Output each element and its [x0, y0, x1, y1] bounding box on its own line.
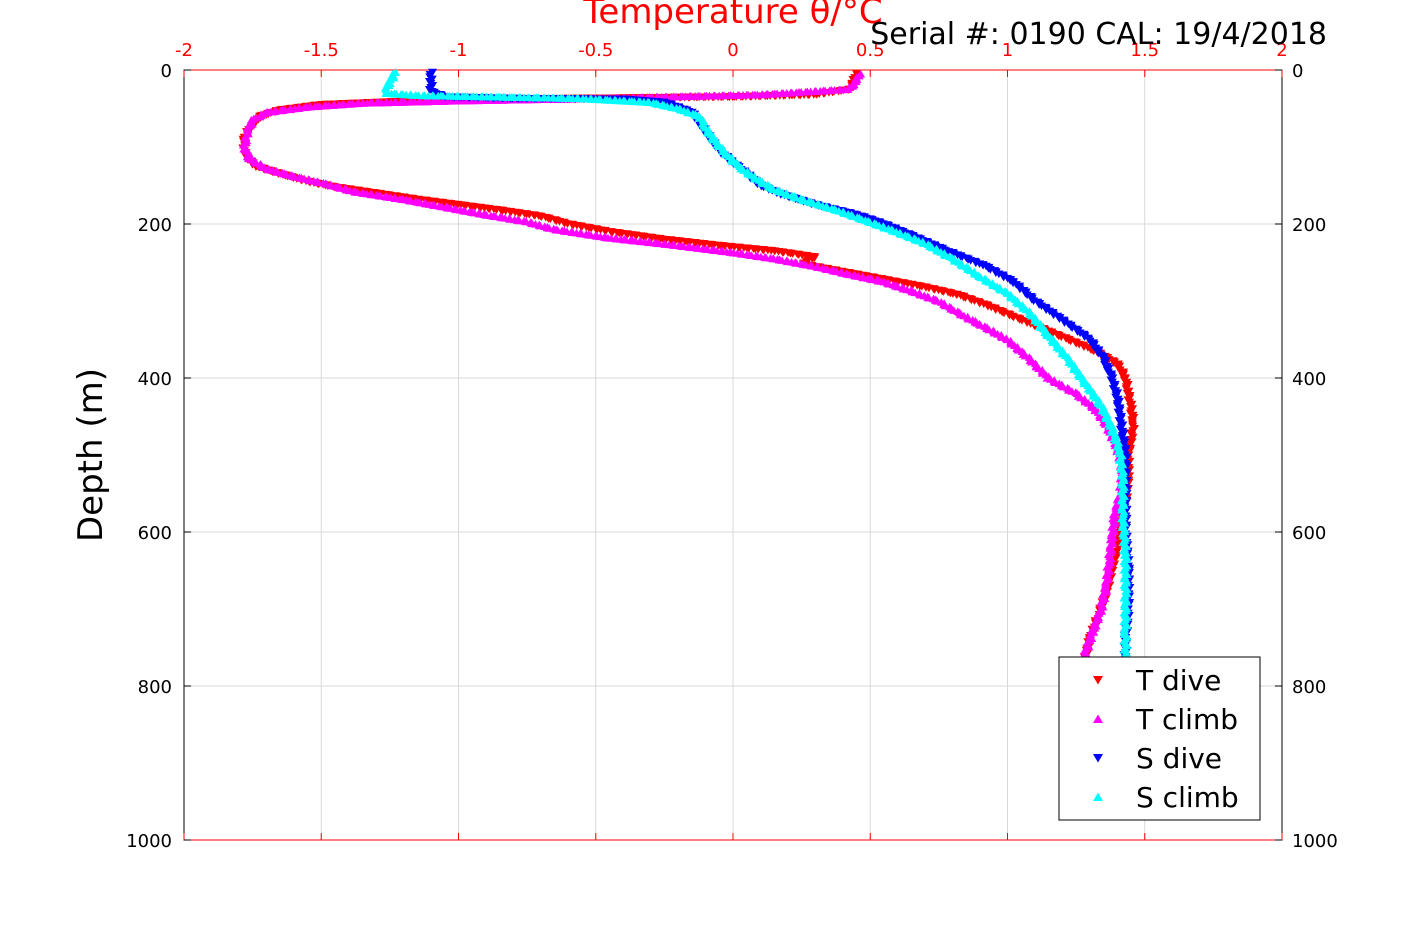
legend-entry: T dive: [1135, 664, 1221, 697]
chart-title: Serial #: 0190 CAL: 19/4/2018: [870, 17, 1327, 52]
x-tick-label: 0: [727, 40, 738, 61]
legend-marker: [1093, 714, 1103, 723]
y-tick-label-left: 0: [161, 61, 172, 82]
data-point: [1115, 366, 1125, 375]
y-tick-label-right: 0: [1292, 61, 1303, 82]
x-tick-label: 2: [1276, 40, 1287, 61]
y-tick-label-right: 1000: [1292, 831, 1338, 852]
x-tick-label: 1.5: [1130, 40, 1159, 61]
y-tick-label-left: 1000: [126, 831, 172, 852]
y-tick-label-left: 400: [138, 369, 172, 390]
y-tick-label-left: 600: [138, 523, 172, 544]
legend: T dive T climb S dive S climb: [1058, 656, 1261, 821]
y-tick-label-left: 200: [138, 215, 172, 236]
x-tick-label: -1.5: [304, 40, 339, 61]
series-t-climb: [238, 69, 1129, 659]
series-s-dive: [424, 68, 1135, 664]
y-tick-label-right: 600: [1292, 523, 1326, 544]
x-axis-label: Temperature θ/°C: [582, 0, 882, 32]
legend-entry: T climb: [1135, 703, 1238, 736]
x-tick-label: -2: [175, 40, 193, 61]
legend-box: [1058, 656, 1261, 821]
series-s-climb: [381, 68, 1132, 663]
y-tick-label-right: 200: [1292, 215, 1326, 236]
x-tick-label: -0.5: [578, 40, 613, 61]
data-points: [238, 68, 1140, 667]
x-tick-label: 1: [1002, 40, 1013, 61]
legend-marker: [1093, 792, 1103, 801]
legend-entry: S climb: [1136, 781, 1239, 814]
x-tick-label: 0.5: [856, 40, 885, 61]
series-t-dive: [238, 70, 1140, 667]
y-tick-label-right: 400: [1292, 369, 1326, 390]
y-axis-label: Depth (m): [71, 368, 111, 542]
grid: [184, 70, 1282, 840]
y-tick-label-left: 800: [138, 677, 172, 698]
legend-marker: [1093, 754, 1103, 763]
legend-marker: [1093, 676, 1103, 685]
y-tick-label-right: 800: [1292, 677, 1326, 698]
legend-entry: S dive: [1136, 742, 1222, 775]
x-tick-label: -1: [450, 40, 468, 61]
